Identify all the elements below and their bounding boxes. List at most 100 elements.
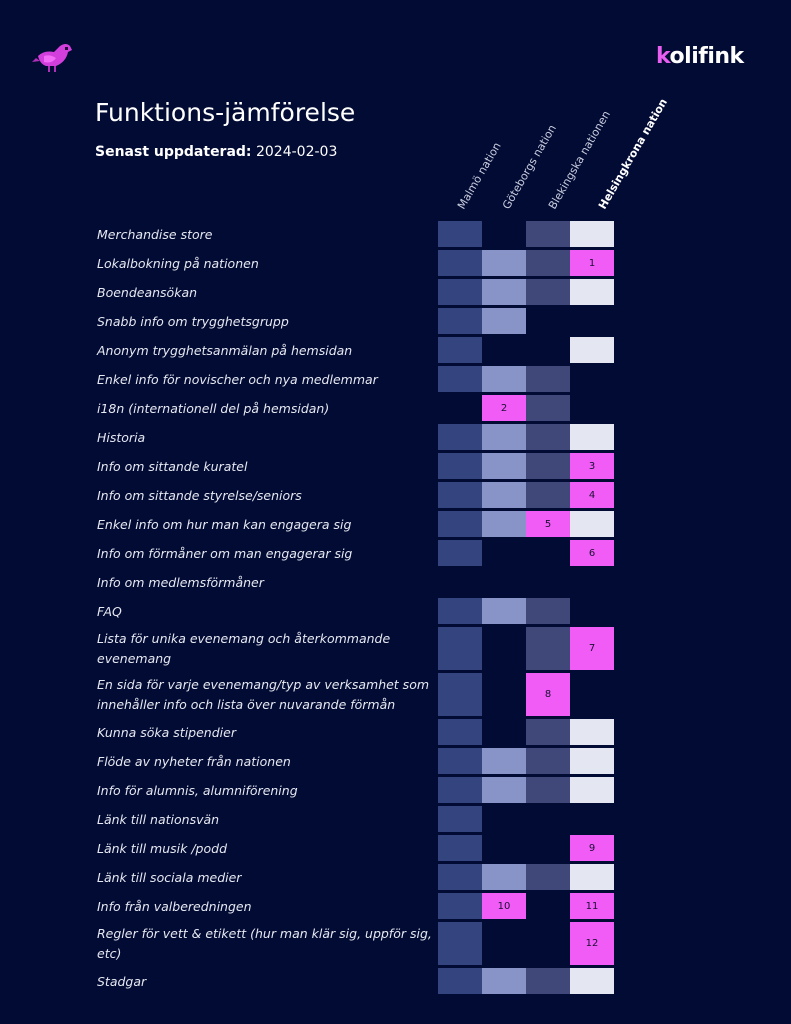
feature-cell <box>438 598 482 624</box>
row-label: En sida för varje evenemang/typ av verks… <box>97 677 430 712</box>
feature-cell <box>570 719 614 745</box>
feature-cell <box>482 424 526 450</box>
footnote-cell: 6 <box>570 540 614 566</box>
feature-cell <box>526 250 570 276</box>
row-label: Lokalbokning på nationen <box>97 256 259 271</box>
feature-cell <box>570 279 614 305</box>
feature-cell <box>438 748 482 774</box>
feature-cell <box>438 835 482 861</box>
row-label: Kunna söka stipendier <box>97 725 236 740</box>
feature-cell <box>438 893 482 919</box>
feature-cell <box>526 968 570 994</box>
footnote-cell: 7 <box>570 627 614 670</box>
row-label: Stadgar <box>97 974 147 989</box>
feature-cell <box>438 279 482 305</box>
feature-cell <box>482 250 526 276</box>
feature-cell <box>438 968 482 994</box>
feature-cell <box>438 511 482 537</box>
footnote-cell: 2 <box>482 395 526 421</box>
feature-cell <box>570 777 614 803</box>
feature-cell <box>438 337 482 363</box>
footnote-cell: 12 <box>570 922 614 965</box>
row-label: Info för alumnis, alumniförening <box>97 783 298 798</box>
feature-cell <box>570 337 614 363</box>
row-label: Snabb info om trygghetsgrupp <box>97 314 289 329</box>
row-label: Anonym trygghetsanmälan på hemsidan <box>97 343 353 358</box>
row-label: Info om förmåner om man engagerar sig <box>97 546 353 561</box>
feature-cell <box>438 453 482 479</box>
feature-cell <box>482 279 526 305</box>
row-label: Info om sittande kuratel <box>97 459 248 474</box>
feature-cell <box>526 453 570 479</box>
footnote-cell: 3 <box>570 453 614 479</box>
row-label: Enkel info om hur man kan engagera sig <box>97 517 352 532</box>
footnote-cell: 11 <box>570 893 614 919</box>
row-label: Lista för unika evenemang och återkomman… <box>97 631 391 666</box>
feature-cell <box>526 482 570 508</box>
feature-cell <box>526 598 570 624</box>
feature-cell <box>526 627 570 670</box>
feature-cell <box>438 864 482 890</box>
column-header: Malmö nation <box>455 140 504 212</box>
bird-logo-icon <box>32 44 72 72</box>
footnote-cell: 4 <box>570 482 614 508</box>
row-label: Merchandise store <box>97 227 213 242</box>
feature-cell <box>482 748 526 774</box>
feature-cell <box>526 395 570 421</box>
feature-cell <box>438 719 482 745</box>
feature-cell <box>482 453 526 479</box>
row-label: Länk till sociala medier <box>97 870 242 885</box>
feature-cell <box>438 250 482 276</box>
feature-cell <box>526 279 570 305</box>
row-label: Info om medlemsförmåner <box>97 575 264 590</box>
feature-cell <box>526 777 570 803</box>
feature-cell <box>570 864 614 890</box>
feature-cell <box>526 748 570 774</box>
feature-cell <box>482 511 526 537</box>
footnote-cell: 10 <box>482 893 526 919</box>
feature-cell <box>570 748 614 774</box>
feature-cell <box>526 366 570 392</box>
footnote-cell: 1 <box>570 250 614 276</box>
feature-cell <box>438 366 482 392</box>
kolifink-logo: kolifink <box>656 44 744 69</box>
feature-cell <box>570 968 614 994</box>
feature-cell <box>438 221 482 247</box>
footnote-cell: 8 <box>526 673 570 716</box>
feature-cell <box>570 424 614 450</box>
row-label: Boendeansökan <box>97 285 198 300</box>
feature-cell <box>438 424 482 450</box>
footnote-cell: 5 <box>526 511 570 537</box>
row-label: i18n (internationell del på hemsidan) <box>97 401 330 416</box>
feature-cell <box>570 511 614 537</box>
feature-cell <box>482 968 526 994</box>
row-label: Info om sittande styrelse/seniors <box>97 488 302 503</box>
feature-cell <box>482 777 526 803</box>
page-title: Funktions-jämförelse <box>95 98 356 127</box>
feature-cell <box>438 627 482 670</box>
row-label: Regler för vett & etikett (hur man klär … <box>97 926 432 961</box>
feature-cell <box>570 221 614 247</box>
feature-cell <box>482 864 526 890</box>
row-label: Enkel info för novischer och nya medlemm… <box>97 372 378 387</box>
feature-cell <box>482 366 526 392</box>
footnote-cell: 9 <box>570 835 614 861</box>
row-label: Flöde av nyheter från nationen <box>97 754 291 769</box>
feature-cell <box>438 673 482 716</box>
last-updated: Senast uppdaterad: 2024-02-03 <box>95 144 338 160</box>
feature-cell <box>438 482 482 508</box>
feature-cell <box>526 864 570 890</box>
feature-cell <box>438 540 482 566</box>
feature-cell <box>482 598 526 624</box>
row-label: FAQ <box>97 604 122 619</box>
feature-cell <box>438 922 482 965</box>
feature-cell <box>438 777 482 803</box>
feature-cell <box>526 221 570 247</box>
row-label: Länk till nationsvän <box>97 812 220 827</box>
feature-cell <box>526 424 570 450</box>
row-label: Info från valberedningen <box>97 899 252 914</box>
feature-cell <box>438 806 482 832</box>
row-label: Historia <box>97 430 146 445</box>
feature-cell <box>438 308 482 334</box>
feature-cell <box>482 308 526 334</box>
